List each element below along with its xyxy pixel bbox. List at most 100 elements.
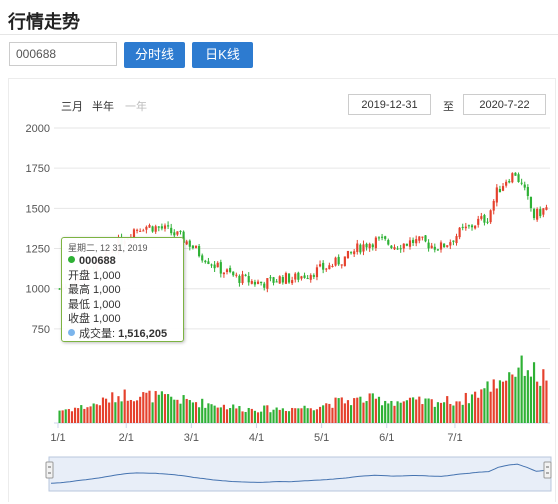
x-tick-label: 2/1 [119,432,134,444]
candle [439,242,443,250]
candle [498,188,502,193]
volume-bar [104,398,108,423]
candle [272,277,275,283]
x-tick-label: 1/1 [50,432,65,444]
candle [399,248,402,250]
volume-bar [98,405,101,423]
candle [263,283,266,288]
tooltip-volume-label: 成交量: [79,327,116,340]
range-one-year[interactable]: 一年 [125,101,147,113]
volume-bar [461,404,464,423]
volume-bar [520,355,523,423]
candle [179,230,182,232]
stock-code-input[interactable] [9,42,117,66]
volume-bar [117,396,120,423]
volume-bar [80,405,83,423]
volume-bar [253,410,257,423]
y-tick-label: 1500 [26,203,50,215]
candle [176,231,179,235]
volume-bar [306,408,309,423]
candle [523,184,526,188]
x-tick-label: 5/1 [314,432,329,444]
volume-bar [86,407,89,423]
candle [390,245,393,249]
volume-bar [529,376,533,423]
volume-bar [542,369,545,423]
candle [167,225,170,227]
candle [449,242,452,246]
candle [151,226,154,232]
volume-bar [390,400,393,423]
volume-bar [427,398,430,423]
navigator-mask [48,456,552,492]
candle [396,248,399,250]
candle [340,264,343,266]
candle [446,245,449,247]
end-date-input[interactable] [463,94,546,115]
candle [154,226,157,232]
volume-bar [539,385,542,423]
volume-bar [458,401,461,423]
candle [455,236,458,244]
volume-bar [77,408,80,423]
start-date-input[interactable] [348,94,431,115]
volume-bar [443,402,446,423]
candle [464,226,467,229]
candle [312,275,315,277]
volume-bar [235,408,238,423]
candle [529,196,533,209]
candle [458,227,461,238]
candle [309,275,312,280]
navigator-series [50,463,550,484]
candle [356,243,359,252]
candle [232,271,235,276]
candle [238,275,241,283]
candle [216,262,219,268]
volume-bar [148,390,151,423]
candle [204,260,207,263]
volume-bar [219,407,222,423]
range-three-month[interactable]: 三月 [61,101,83,113]
candle [343,256,346,266]
candle [201,255,204,261]
volume-bar [371,393,374,423]
volume-bar [260,411,263,423]
candle [511,173,514,183]
volume-bar [396,401,399,423]
candle [256,281,260,284]
volume-bar [408,397,412,423]
candle [384,236,387,239]
volume-bar [343,403,346,423]
candle [408,240,412,247]
volume-bar [232,404,235,423]
volume-bar [151,402,154,423]
volume-bar [157,394,160,423]
candle [325,268,328,270]
volume-bar [291,407,294,423]
volume-bar [486,381,489,423]
volume-bar [281,408,284,423]
candle [194,245,198,248]
volume-bar [455,401,458,423]
volume-bar [374,398,377,423]
timeshare-button[interactable]: 分时线 [124,42,185,68]
volume-bar [452,405,455,423]
candle [173,232,176,236]
candle [545,207,548,210]
candle [374,237,377,249]
volume-bar [349,405,353,423]
candle [405,243,408,246]
volume-bar [108,402,111,423]
volume-bar [95,404,98,423]
volume-bar [523,375,526,423]
candle [132,229,136,239]
volume-bar [359,396,362,423]
volume-bar [328,403,331,423]
volume-bar [300,408,303,423]
range-half-year[interactable]: 半年 [92,101,114,113]
candle [306,278,309,280]
candle [365,243,368,248]
candle [477,218,480,225]
daily-k-button[interactable]: 日K线 [192,42,253,68]
